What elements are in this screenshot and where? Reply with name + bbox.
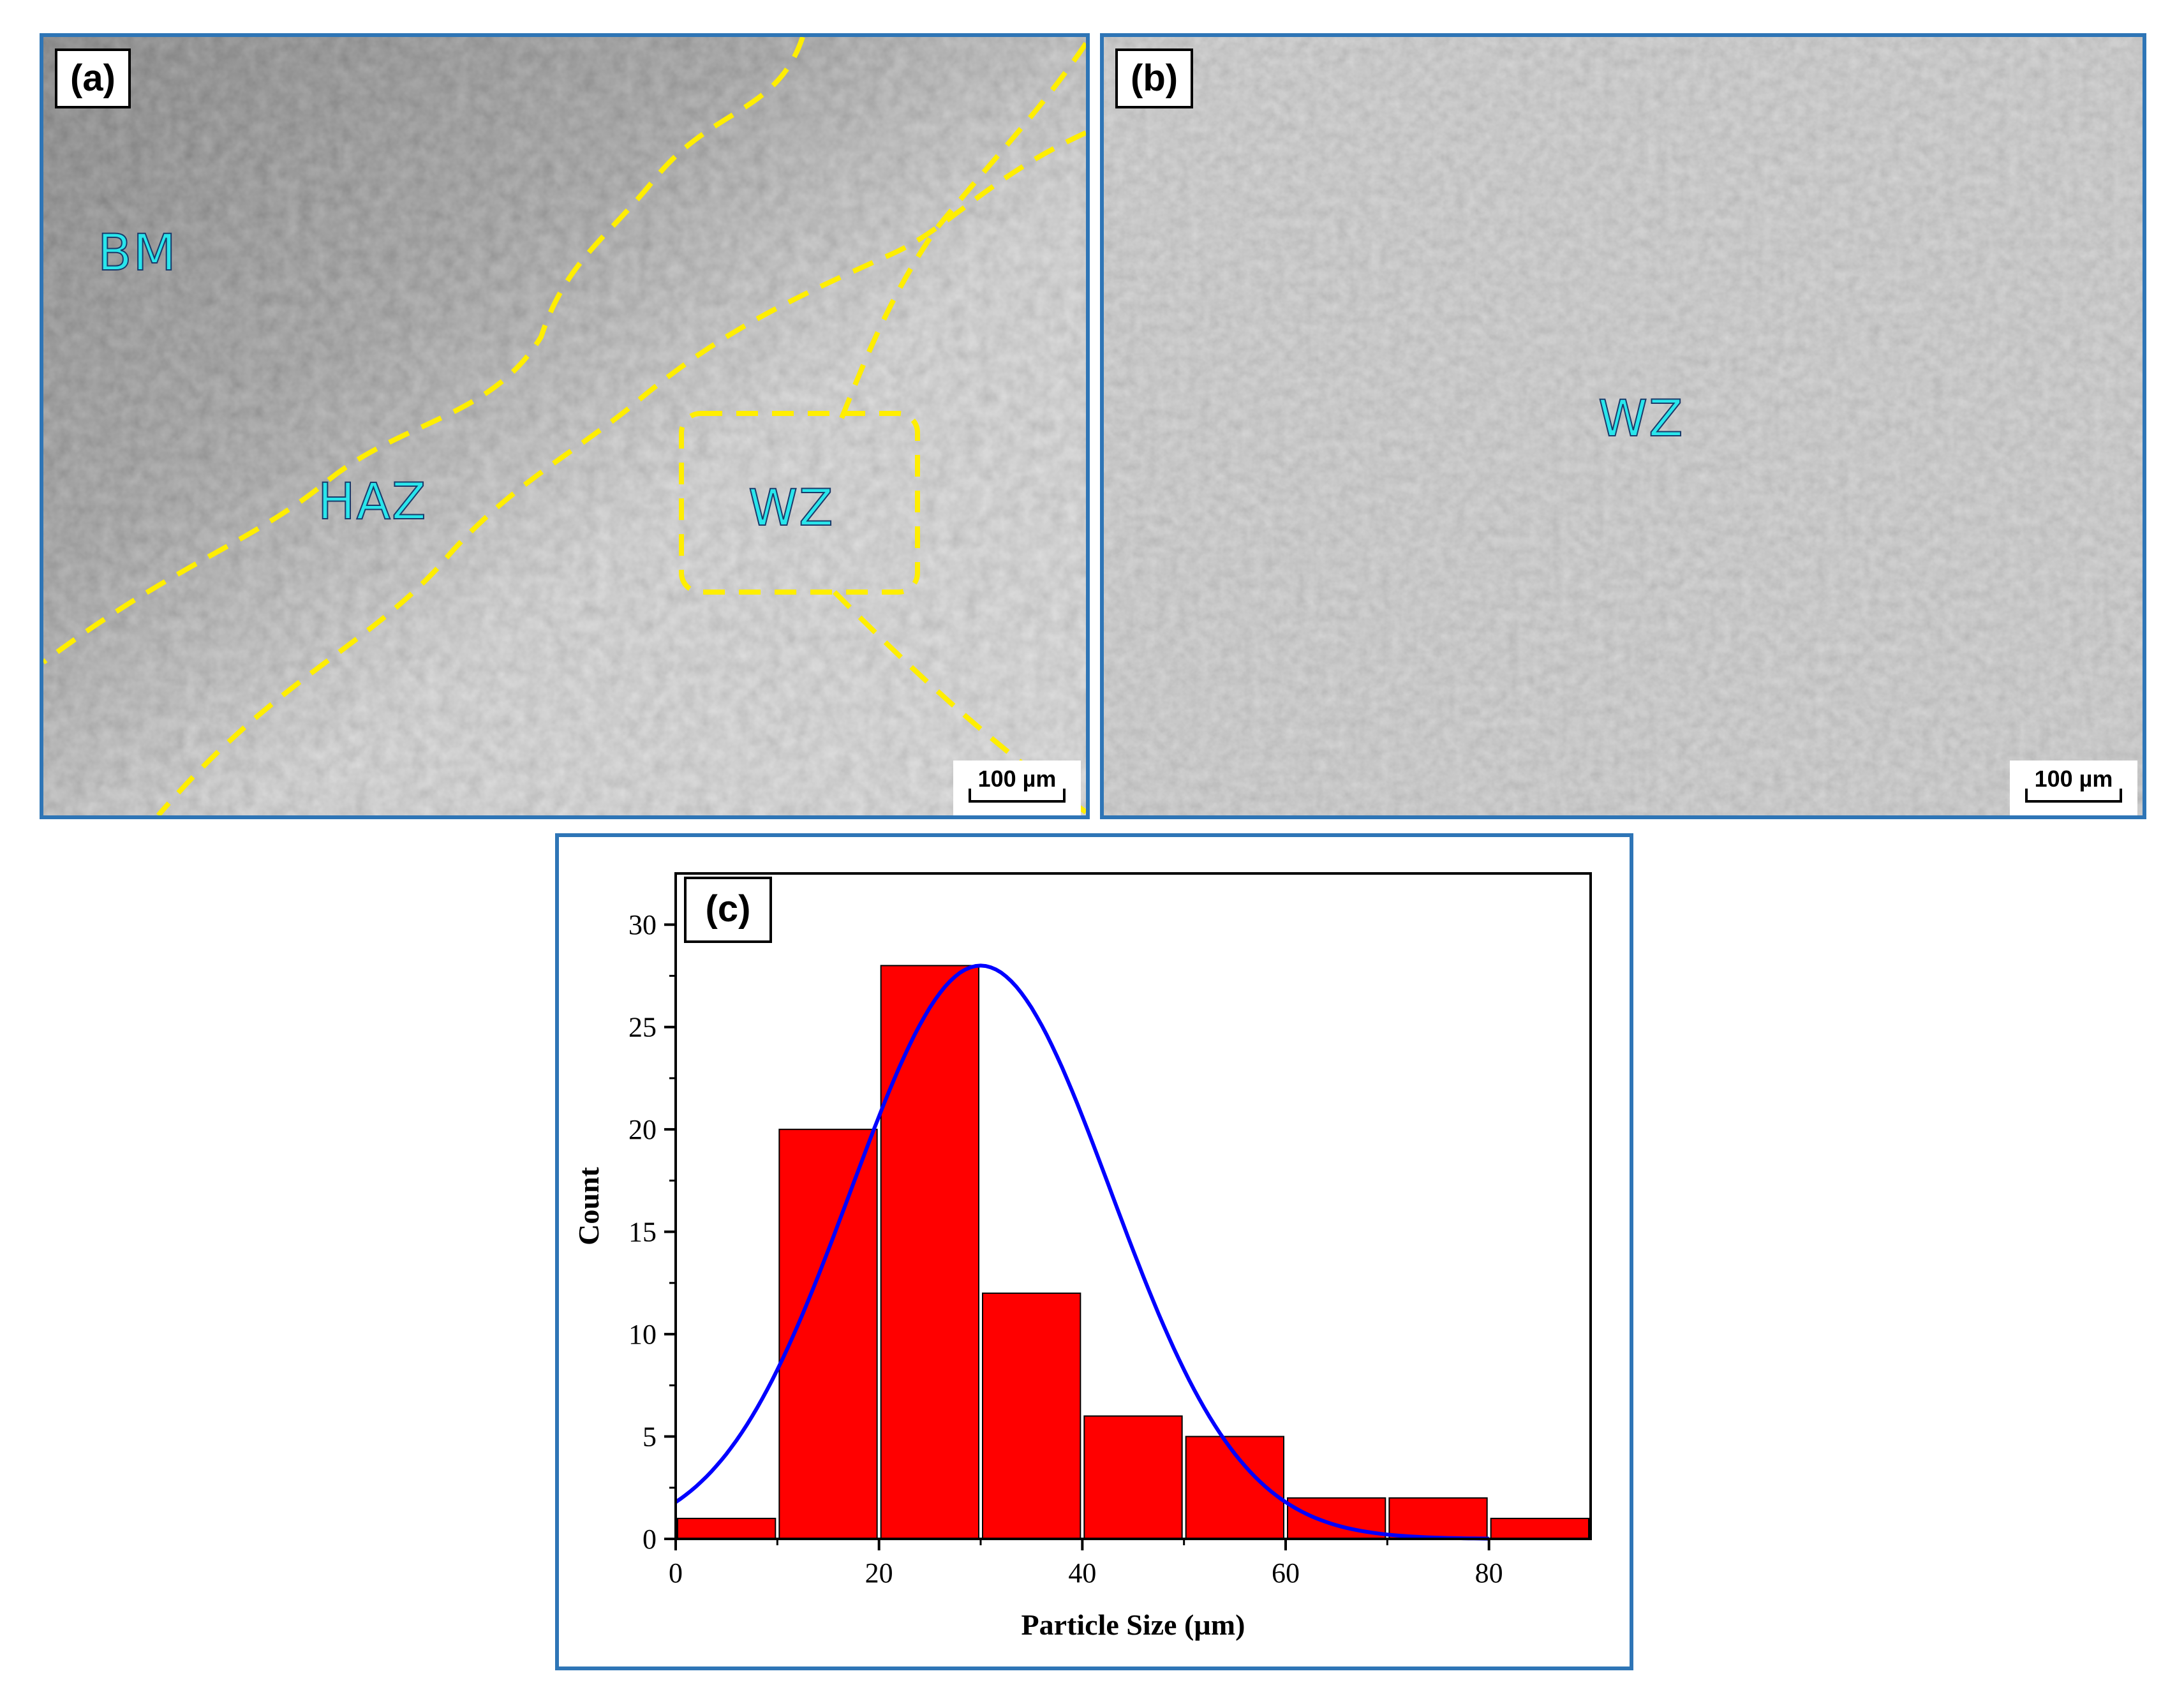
histogram-bar-7 bbox=[1388, 1497, 1488, 1540]
scale-bar-label-a: 100 µm bbox=[977, 766, 1057, 792]
x-tick-label: 20 bbox=[865, 1557, 893, 1589]
scale-bar-a: 100 µm bbox=[953, 761, 1081, 815]
scale-bar-line-b bbox=[2025, 789, 2122, 803]
panel-label-b: (b) bbox=[1115, 48, 1194, 108]
x-tick-label: 40 bbox=[1068, 1557, 1096, 1589]
x-tick-label: 0 bbox=[669, 1557, 683, 1589]
normal-fit-curve bbox=[674, 963, 1489, 1541]
zone-label-wz-b: WZ bbox=[1598, 390, 1684, 448]
x-tick-label: 60 bbox=[1272, 1557, 1300, 1589]
histogram-chart: 0 20 40 60 80 0 5 10 15 20 25 30 Particle Size (µm)… bbox=[572, 872, 1592, 1641]
y-tick-label: 25 bbox=[628, 1012, 657, 1043]
zone-boundaries-a bbox=[43, 37, 1086, 815]
micrograph-panel-b: (b) WZ 100 µm bbox=[1100, 33, 2146, 819]
scale-bar-b: 100 µm bbox=[2010, 761, 2137, 815]
scale-bar-line-a bbox=[969, 789, 1066, 803]
zone-label-bm: BM bbox=[97, 225, 177, 282]
histogram-bar-8 bbox=[1490, 1517, 1589, 1540]
micrograph-image-b bbox=[1104, 37, 2143, 815]
y-tick-label: 30 bbox=[628, 909, 657, 940]
histogram-bar-3 bbox=[982, 1292, 1081, 1540]
x-tick-label: 80 bbox=[1475, 1557, 1503, 1589]
x-axis-title: Particle Size (µm) bbox=[1021, 1608, 1245, 1641]
y-tick-label: 20 bbox=[628, 1114, 657, 1145]
y-tick-label: 10 bbox=[628, 1319, 657, 1350]
y-tick-label: 5 bbox=[643, 1421, 657, 1453]
y-tick-label: 0 bbox=[643, 1524, 657, 1555]
micrograph-image-a bbox=[43, 37, 1086, 815]
micrograph-panel-a: (a) BM HAZ WZ 100 µm bbox=[40, 33, 1090, 819]
histogram-bar-4 bbox=[1083, 1415, 1183, 1540]
y-axis-title: Count bbox=[572, 1166, 605, 1245]
scale-bar-label-b: 100 µm bbox=[2034, 766, 2113, 792]
plot-frame bbox=[674, 872, 1592, 1540]
zone-label-haz: HAZ bbox=[317, 473, 427, 531]
zone-label-wz-a: WZ bbox=[748, 480, 835, 537]
histogram-bar-2 bbox=[880, 965, 979, 1540]
histogram-panel-c: 0 20 40 60 80 0 5 10 15 20 25 30 Particle Size (µm)… bbox=[555, 833, 1633, 1670]
histogram-bar-0 bbox=[677, 1517, 776, 1540]
y-tick-label: 15 bbox=[628, 1217, 657, 1248]
panel-label-c: (c) bbox=[706, 888, 751, 930]
panel-label-a: (a) bbox=[55, 48, 131, 108]
panel-label-box-c bbox=[684, 877, 772, 943]
